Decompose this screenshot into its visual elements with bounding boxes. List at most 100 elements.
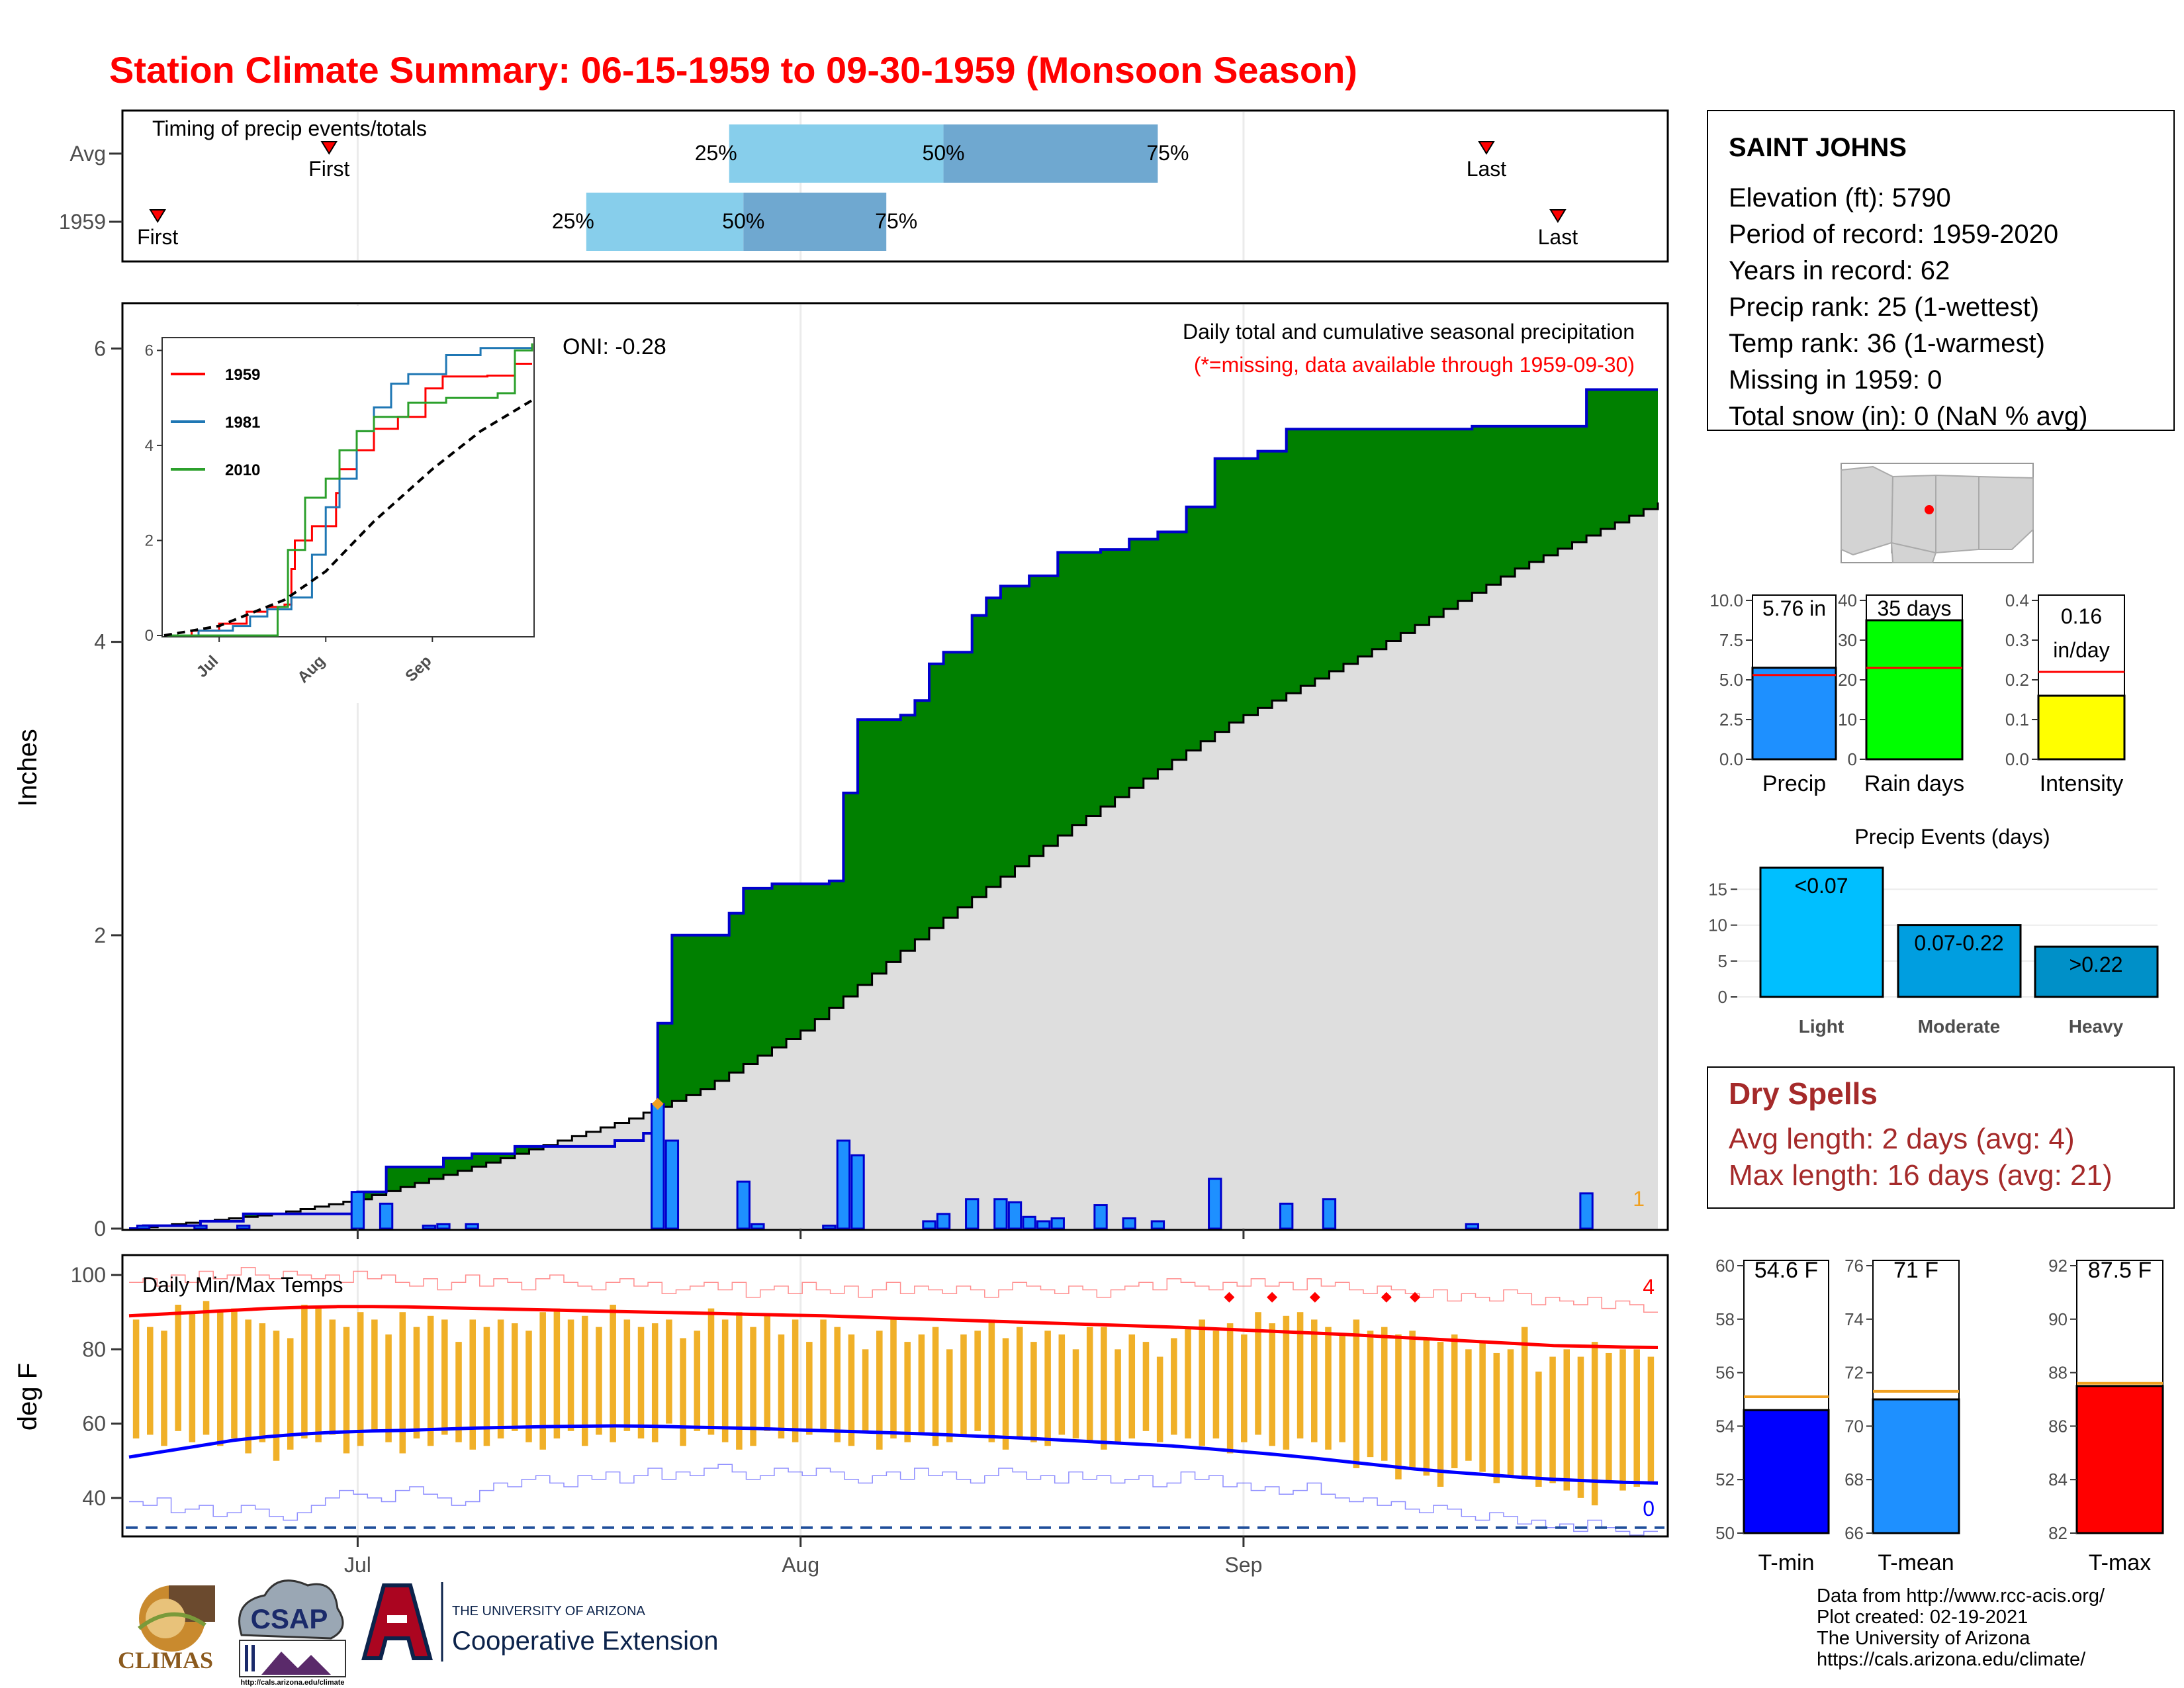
daily-precip-bar [1122, 1217, 1136, 1230]
inset-series-average [163, 399, 533, 637]
daily-temp-bar [301, 1304, 308, 1439]
daily-temp-bar [427, 1315, 434, 1446]
daily-temp-bar [1269, 1323, 1275, 1446]
daily-temp-bar [792, 1319, 799, 1442]
climas-logo-text: CLIMAS [118, 1647, 213, 1673]
daily-temp-bar [259, 1323, 266, 1442]
daily-precip-bar [236, 1225, 251, 1230]
temp-x-tick-label: Sep [1224, 1553, 1262, 1577]
daily-precip-bar [1093, 1204, 1108, 1230]
t-max-tick-label: 84 [2048, 1470, 2068, 1489]
precip-y-tick-label: 2 [94, 923, 106, 947]
daily-temp-bar [1633, 1349, 1640, 1487]
daily-temp-bar [1101, 1327, 1107, 1450]
daily-temp-bar [974, 1331, 981, 1431]
daily-temp-bar [343, 1327, 350, 1454]
daily-temp-bar [1297, 1312, 1304, 1439]
q50-label: 50% [923, 141, 965, 165]
record-high-marker [1381, 1291, 1392, 1303]
daily-temp-bar [497, 1319, 504, 1439]
station-info-box: SAINT JOHNS Elevation (ft): 5790 Period … [1707, 110, 2175, 431]
daily-precip-bar [1050, 1217, 1065, 1230]
daily-temp-bar [1325, 1327, 1332, 1450]
temp-y-tick-label: 100 [71, 1263, 106, 1287]
daily-temp-bar [385, 1334, 392, 1442]
t-max-tick-label: 86 [2048, 1416, 2068, 1436]
events-category-label: Light [1799, 1016, 1844, 1037]
q75-label: 75% [875, 209, 917, 233]
daily-temp-bar [1549, 1356, 1556, 1483]
locator-map [1841, 463, 2034, 563]
precip-annotation-title: Daily total and cumulative seasonal prec… [1183, 320, 1635, 344]
station-name: SAINT JOHNS [1729, 133, 1907, 162]
page-title: Station Climate Summary: 06-15-1959 to 0… [109, 49, 1357, 91]
rain-days-tick-label: 10 [1838, 710, 1857, 729]
daily-temp-bar [651, 1323, 659, 1442]
first-marker [320, 141, 338, 155]
station-missing: Missing in 1959: 0 [1729, 365, 1942, 395]
daily-precip-bar [379, 1202, 394, 1230]
temp-count-low: 0 [1643, 1497, 1655, 1521]
average-cumulative-area [129, 502, 1658, 1229]
timing-panel-title: Timing of precip events/totals [152, 117, 427, 140]
events-category-label: Moderate [1918, 1016, 2000, 1037]
t-min-tick-label: 52 [1715, 1470, 1735, 1489]
daily-temp-bar [1577, 1356, 1584, 1498]
events-range-label: 0.07-0.22 [1914, 931, 2003, 955]
inset-legend-label-2010: 2010 [225, 461, 260, 479]
daily-temp-bar [1058, 1334, 1066, 1435]
precip-tick-label: 0.0 [1719, 749, 1743, 769]
daily-temp-bar [1381, 1327, 1388, 1461]
daily-precip-bar [1007, 1201, 1023, 1230]
precip-tick-label: 10.0 [1709, 590, 1743, 610]
inset-y-tick-label: 0 [145, 627, 154, 645]
t-mean-tick-label: 72 [1844, 1363, 1864, 1383]
dry-spells-box: Dry Spells Avg length: 2 days (avg: 4) M… [1707, 1066, 2175, 1209]
events-tick-label: 5 [1718, 951, 1727, 971]
record-high-line [129, 1267, 1658, 1313]
precip-y-tick-label: 0 [94, 1217, 106, 1241]
precip-events-title: Precip Events (days) [1854, 825, 2050, 849]
daily-temp-bar [315, 1308, 322, 1442]
q50-label: 50% [722, 209, 764, 233]
daily-temp-bar [1199, 1319, 1206, 1446]
intensity-axis-label: Intensity [2040, 771, 2124, 796]
events-bar-heavy [2034, 945, 2159, 998]
daily-precip-bar [822, 1225, 837, 1230]
daily-temp-bar [1072, 1349, 1079, 1439]
precip-axis-label: Precip [1762, 771, 1826, 796]
temp-y-tick-label: 40 [82, 1486, 106, 1510]
inset-y-tick-label: 2 [145, 532, 154, 549]
daily-temp-bar [1016, 1327, 1023, 1439]
daily-temp-bar [764, 1315, 771, 1431]
intensity-tick-label: 0.2 [2005, 670, 2029, 690]
daily-temp-bar [1395, 1334, 1402, 1479]
daily-temp-bar [371, 1319, 378, 1431]
daily-temp-bar [469, 1319, 476, 1450]
daily-temp-bar [1535, 1372, 1542, 1487]
daily-precip-bar [350, 1191, 365, 1230]
precip-tick-label: 7.5 [1719, 630, 1743, 650]
t-mean-tick-label: 68 [1844, 1470, 1864, 1489]
daily-temp-bar [988, 1319, 995, 1442]
temp-y-axis-title: deg F [13, 1363, 42, 1430]
t-mean-tick-label: 74 [1844, 1309, 1864, 1329]
first-label: First [137, 225, 178, 249]
ua-logo-bottom-text: Cooperative Extension [452, 1626, 718, 1656]
daily-temp-bar [1185, 1327, 1191, 1439]
daily-precip-bar [664, 1139, 680, 1230]
credit-line-4: https://cals.arizona.edu/climate/ [1817, 1649, 2086, 1670]
daily-temp-bar [736, 1312, 743, 1450]
events-category-label: Heavy [2069, 1016, 2124, 1037]
credit-line-2: Plot created: 02-19-2021 [1817, 1607, 2028, 1628]
intensity-tick-label: 0.4 [2005, 590, 2029, 610]
daily-temp-bar [946, 1349, 953, 1442]
daily-temp-bar [413, 1327, 420, 1439]
daily-temp-bar [287, 1338, 294, 1450]
last-marker [1478, 141, 1495, 155]
temp-y-tick-label: 80 [82, 1337, 106, 1361]
rain-days-tick-label: 0 [1848, 749, 1857, 769]
